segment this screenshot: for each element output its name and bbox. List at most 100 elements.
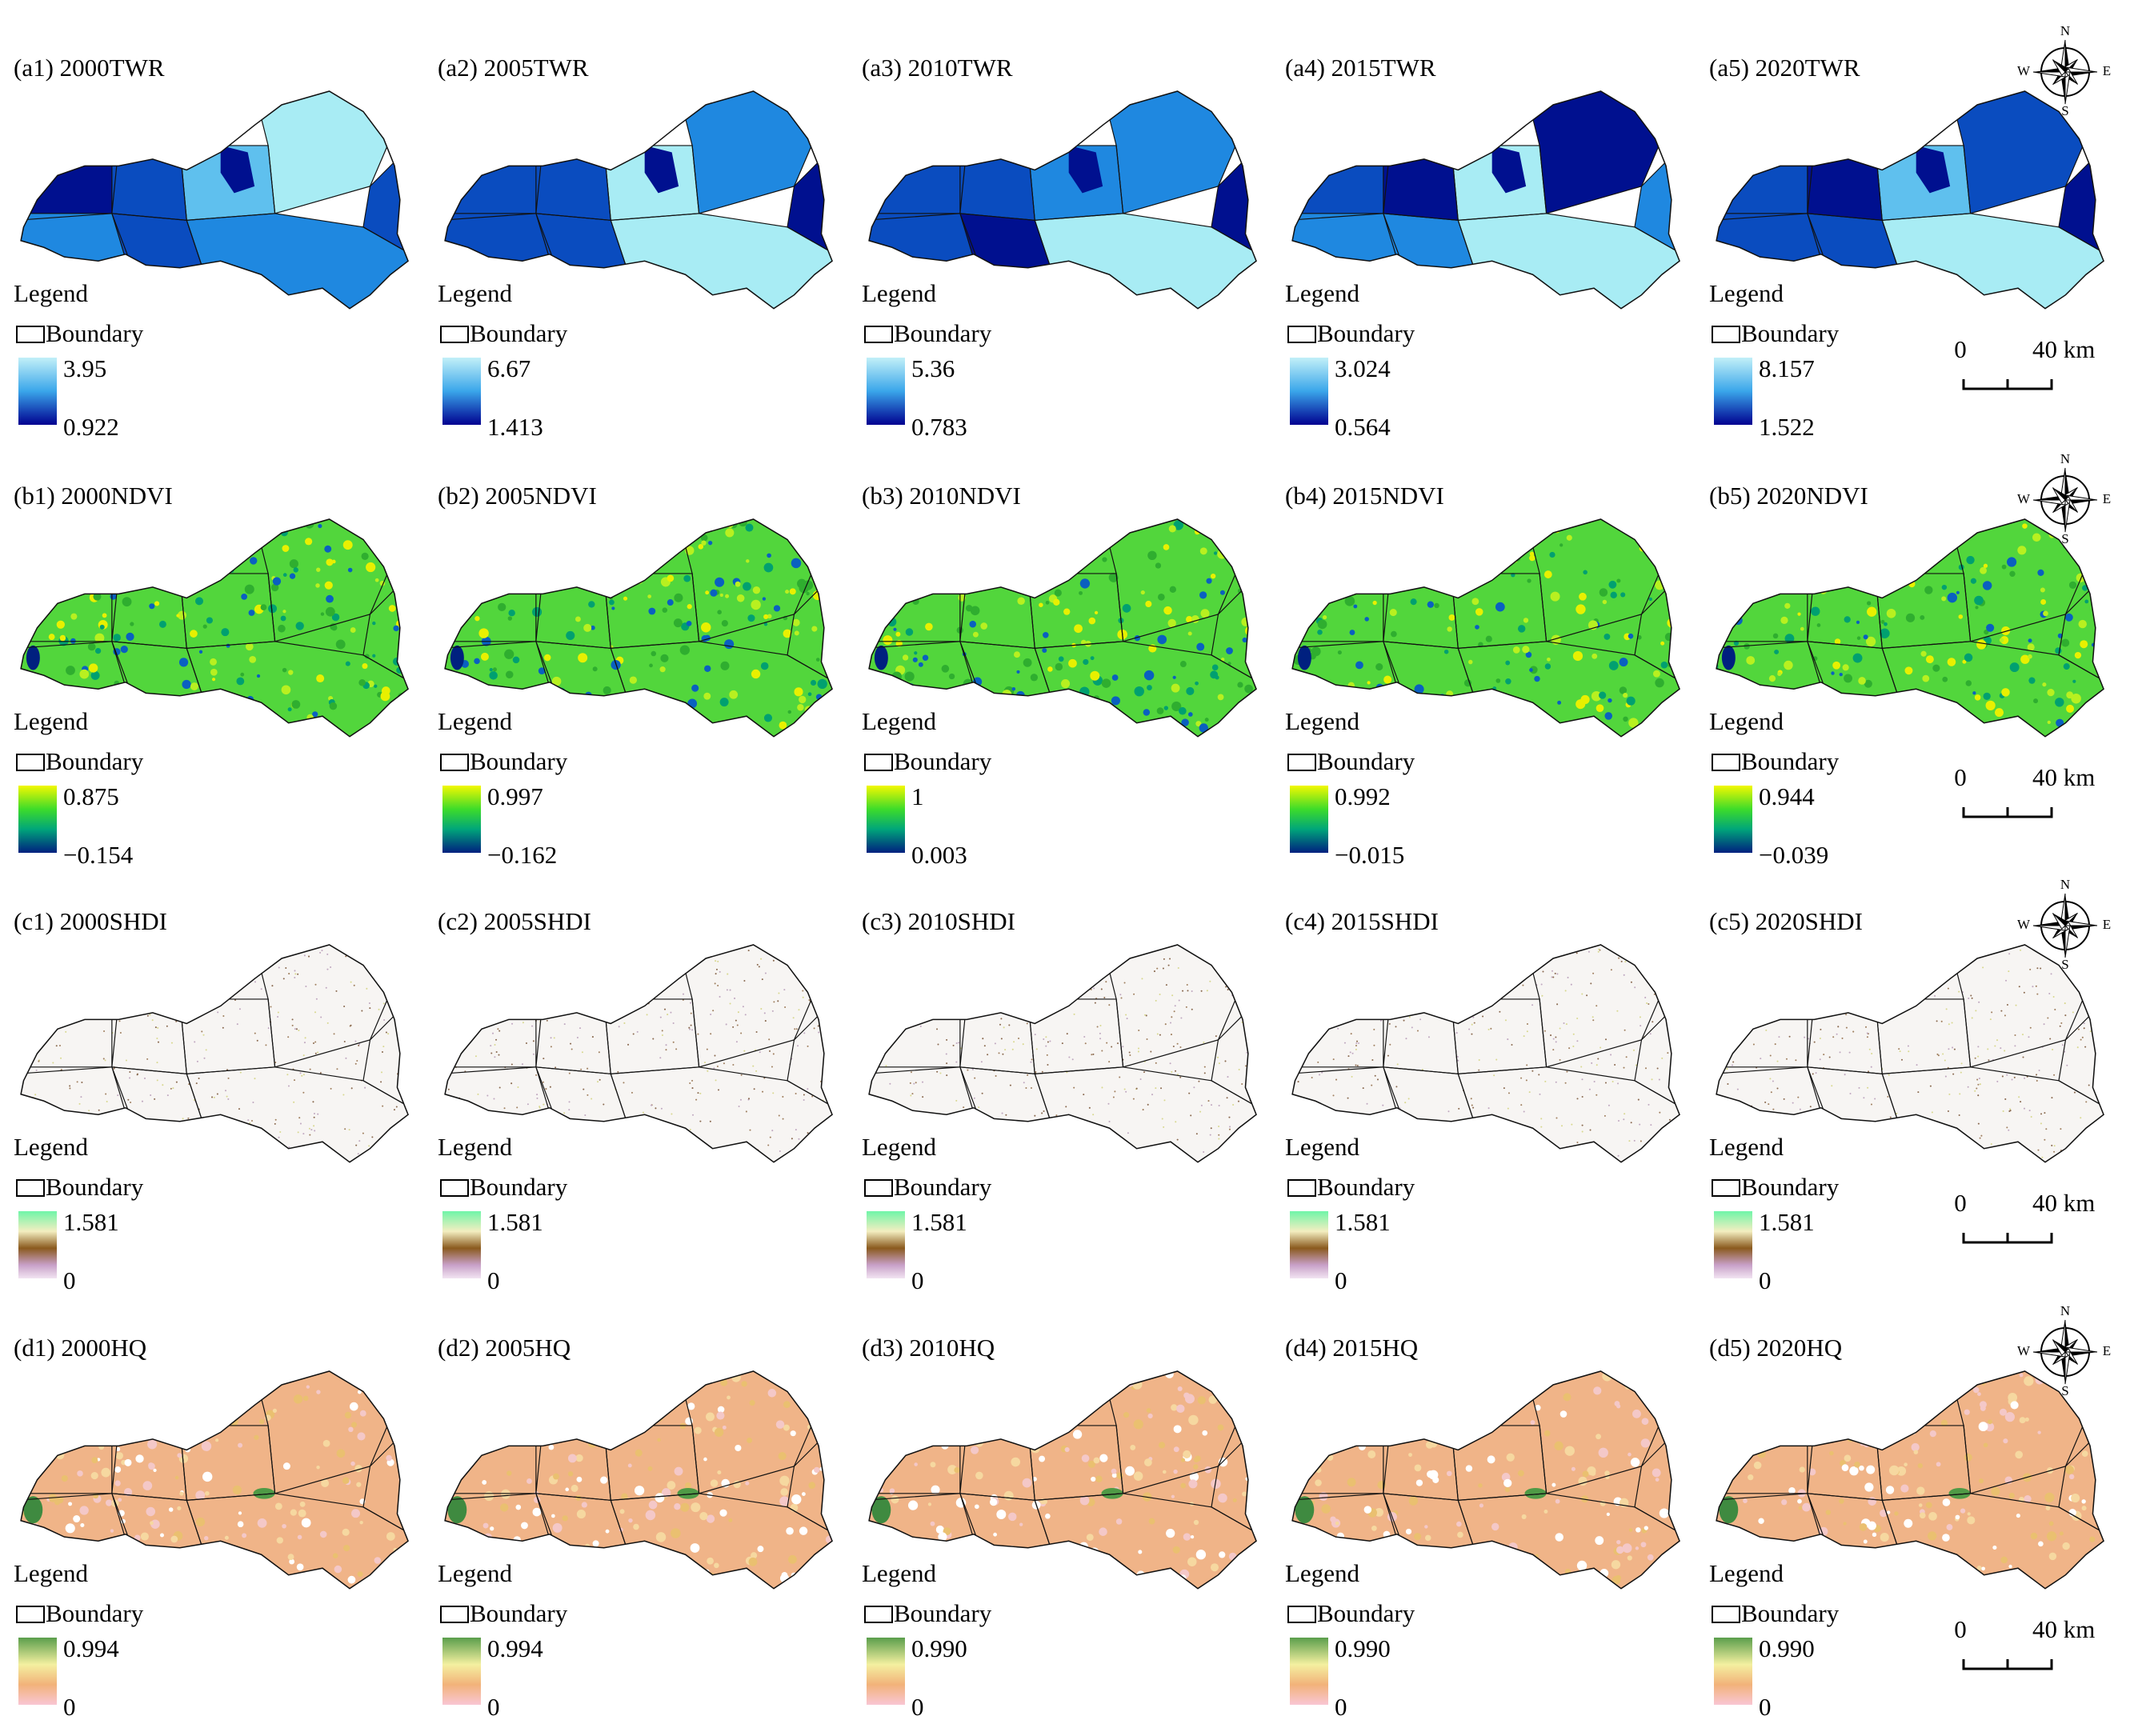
raster-cell <box>1777 671 1782 677</box>
raster-cell <box>1890 962 1892 964</box>
raster-cell <box>31 1012 34 1014</box>
raster-cell <box>1395 1026 1397 1028</box>
legend-ramp <box>1714 786 1752 853</box>
raster-cell <box>1862 1167 1864 1169</box>
raster-cell <box>1475 730 1482 737</box>
raster-cell <box>1132 1379 1143 1390</box>
raster-cell <box>326 953 329 955</box>
raster-cell <box>1428 984 1431 986</box>
raster-cell <box>980 622 988 630</box>
raster-cell <box>2047 688 2055 697</box>
raster-cell <box>1023 658 1032 667</box>
raster-cell <box>1575 952 1578 954</box>
raster-cell <box>661 1488 671 1498</box>
raster-cell <box>1839 1051 1841 1054</box>
raster-cell <box>2040 1113 2043 1115</box>
raster-cell <box>1927 1375 1937 1386</box>
raster-cell <box>469 965 471 967</box>
raster-cell <box>1361 1122 1363 1124</box>
raster-cell <box>1845 1026 1848 1029</box>
raster-cell <box>2037 1149 2040 1151</box>
raster-cell <box>820 1130 823 1132</box>
raster-cell <box>66 1543 71 1548</box>
raster-cell <box>1356 1064 1359 1067</box>
raster-cell <box>946 1074 948 1077</box>
raster-cell <box>2088 1374 2097 1384</box>
region <box>535 145 611 221</box>
raster-cell <box>498 1086 501 1089</box>
raster-cell <box>1858 1086 1860 1089</box>
raster-cell <box>736 1024 739 1026</box>
raster-cell <box>2045 1506 2051 1510</box>
raster-cell <box>1856 970 1859 973</box>
boundary-line <box>1881 213 2104 309</box>
raster-cell <box>187 1117 190 1119</box>
raster-cell <box>1079 1495 1090 1506</box>
raster-cell <box>568 1072 571 1074</box>
raster-cell <box>1253 1031 1255 1034</box>
raster-cell <box>2024 1494 2032 1503</box>
raster-cell <box>786 1527 794 1535</box>
raster-cell <box>1624 1113 1626 1115</box>
raster-cell <box>244 584 254 594</box>
legend-max: 6.67 <box>487 354 530 382</box>
raster-cell <box>2102 945 2104 947</box>
boundary-line <box>1881 1493 2104 1589</box>
raster-cell <box>86 982 89 984</box>
raster-cell <box>145 950 147 952</box>
raster-cell <box>1892 1009 1895 1011</box>
raster-cell <box>157 1041 159 1043</box>
raster-cell <box>282 1154 284 1157</box>
raster-cell <box>632 1575 642 1585</box>
raster-cell <box>1728 1011 1730 1014</box>
raster-cell <box>1742 586 1750 594</box>
panel-title: (d2) 2005HQ <box>438 1334 571 1362</box>
raster-cell <box>1868 568 1873 573</box>
raster-cell <box>758 966 760 968</box>
raster-cell <box>21 1433 26 1442</box>
raster-cell <box>342 1528 350 1536</box>
raster-cell <box>1853 1150 1856 1153</box>
raster-cell <box>1019 1390 1030 1401</box>
raster-cell <box>767 1144 770 1146</box>
raster-cell <box>349 1402 358 1411</box>
raster-cell <box>1668 573 1676 581</box>
raster-cell <box>938 953 940 955</box>
raster-cell <box>1659 947 1661 950</box>
raster-cell <box>1050 956 1052 958</box>
raster-cell <box>1772 1108 1775 1110</box>
raster-cell <box>740 1575 751 1585</box>
raster-cell <box>1639 527 1648 537</box>
raster-cell <box>1020 1433 1027 1439</box>
raster-cell <box>1408 533 1418 542</box>
raster-cell <box>1238 1572 1246 1580</box>
raster-cell <box>869 529 871 538</box>
raster-cell <box>290 1509 297 1516</box>
raster-cell <box>894 691 900 698</box>
legend-min: −0.154 <box>63 841 134 869</box>
raster-cell <box>2076 524 2084 531</box>
raster-cell <box>1958 990 1960 993</box>
raster-cell <box>393 625 399 632</box>
raster-cell <box>2083 1022 2085 1025</box>
raster-cell <box>745 1481 750 1486</box>
raster-cell <box>298 1509 306 1518</box>
raster-cell <box>562 698 567 702</box>
raster-cell <box>450 628 456 634</box>
raster-cell <box>101 718 110 728</box>
raster-cell <box>1159 993 1161 996</box>
raster-cell <box>1287 1070 1289 1072</box>
raster-cell <box>571 519 575 524</box>
raster-cell <box>694 1154 696 1158</box>
raster-cell <box>63 1014 66 1016</box>
panel-title: (b1) 2000NDVI <box>14 482 173 510</box>
raster-cell <box>715 1079 717 1082</box>
raster-cell <box>265 1044 267 1046</box>
raster-cell <box>254 948 257 950</box>
raster-cell <box>1927 977 1929 979</box>
raster-cell <box>2046 1531 2057 1542</box>
raster-cell <box>1487 972 1490 975</box>
raster-cell <box>1370 1164 1371 1166</box>
region <box>1875 145 1971 221</box>
